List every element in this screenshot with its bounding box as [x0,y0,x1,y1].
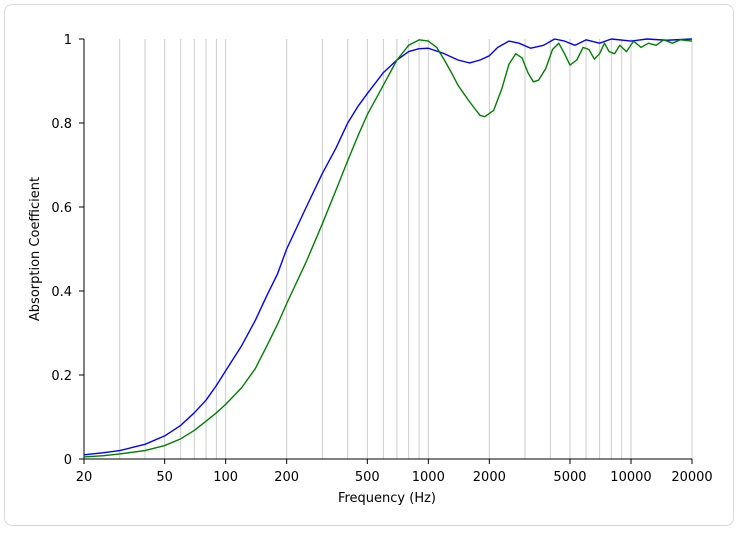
y-axis-title: Absorption Coefficient [28,177,43,321]
x-tick-label-9: 20000 [671,470,712,485]
x-tick-label-8: 10000 [610,470,651,485]
y-tick-label-4: 0.8 [51,117,72,132]
series-line-0 [83,38,693,456]
x-tick-label-0: 20 [76,470,93,485]
x-tick-label-1: 50 [156,470,173,485]
y-tick-label-0: 0 [64,453,72,468]
x-tick-label-6: 2000 [473,470,506,485]
x-tick-label-4: 500 [355,470,380,485]
y-tick-label-3: 0.6 [51,201,72,216]
x-tick-label-3: 200 [274,470,299,485]
x-axis-title: Frequency (Hz) [338,491,436,506]
y-tick-label-5: 1 [64,33,72,48]
series-layer [83,38,693,458]
x-tick-label-7: 5000 [553,470,586,485]
y-tick-label-1: 0.2 [51,369,72,384]
x-tick-label-2: 100 [213,470,238,485]
grid-layer [83,39,693,460]
y-tick-label-2: 0.4 [51,285,72,300]
series-line-1 [83,39,693,458]
tick-layer: 20 50 100 200 500 1000 2000 5000 10000 20000 0 0.2 0… [51,33,712,485]
x-tick-label-5: 1000 [412,470,445,485]
